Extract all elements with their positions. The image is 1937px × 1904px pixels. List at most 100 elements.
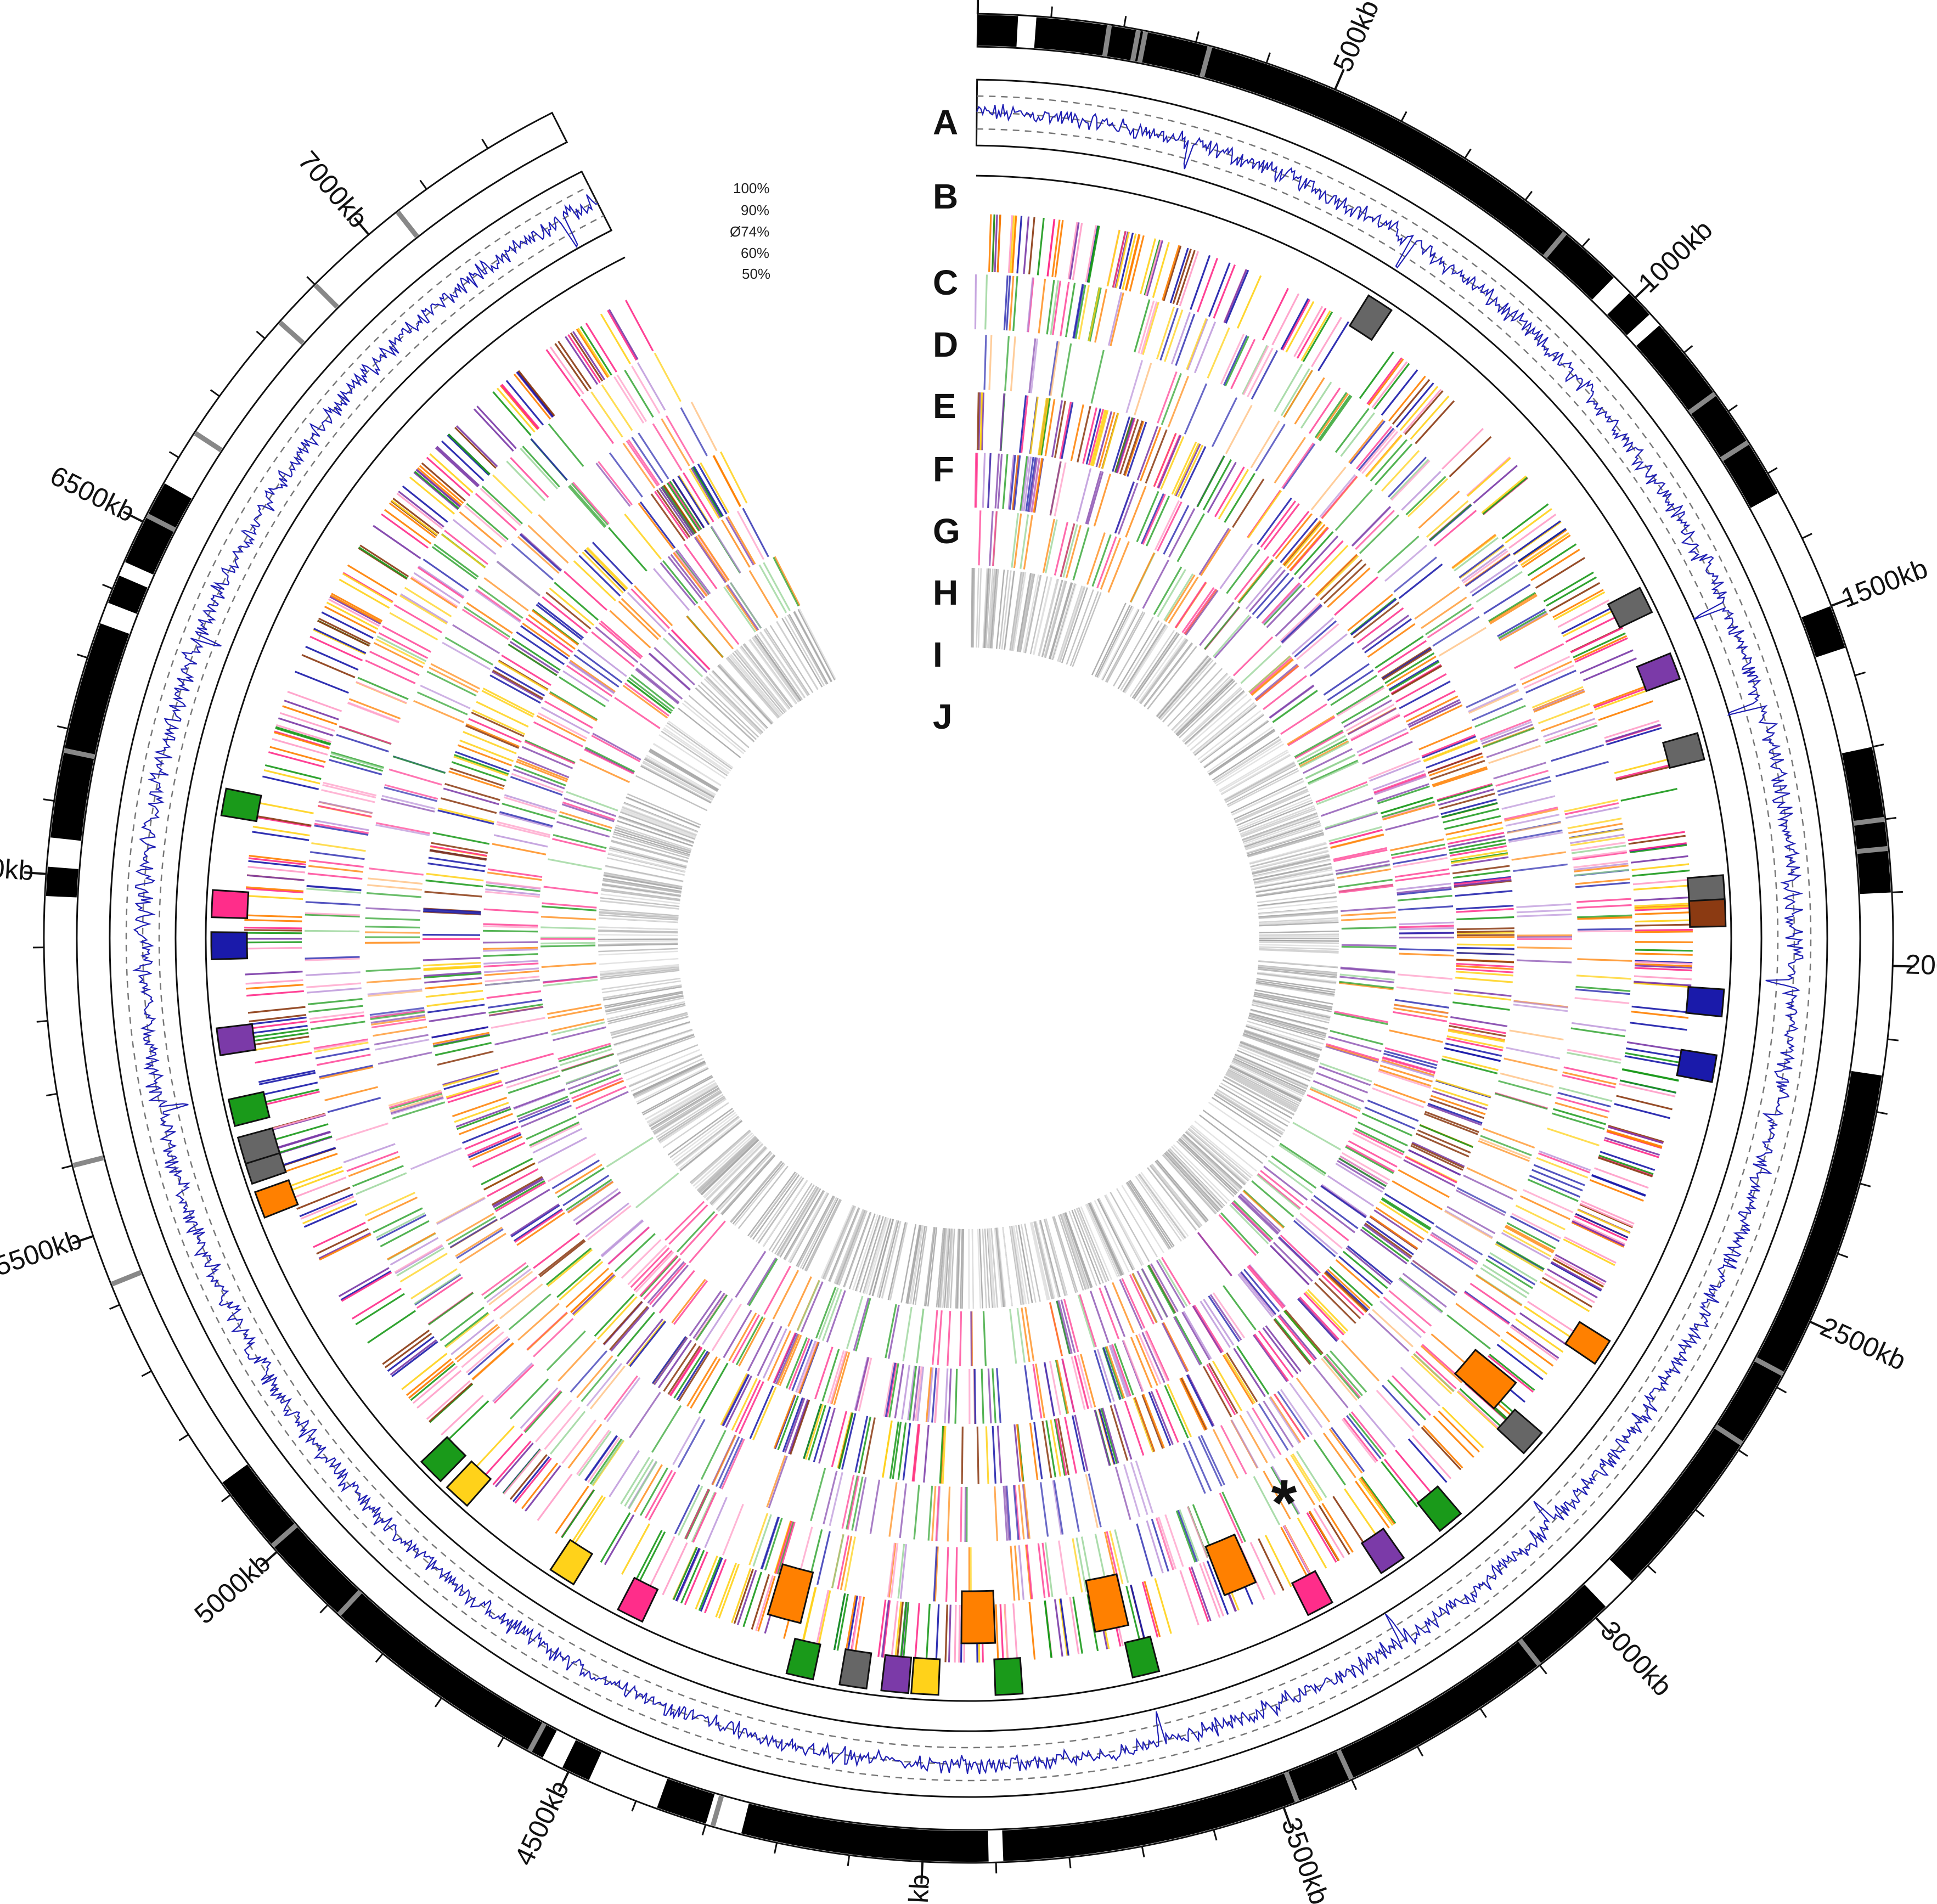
feature-tick: [1246, 1023, 1323, 1049]
feature-tick: [387, 1336, 435, 1372]
contig-boundary: [396, 210, 419, 238]
feature-tick: [1179, 1378, 1206, 1431]
feature-tick: [494, 1443, 534, 1488]
feature-tick: [1564, 799, 1618, 813]
feature-tick: [1233, 1200, 1274, 1240]
feature-tick: [732, 1162, 784, 1225]
feature-tick: [887, 1542, 896, 1598]
feature-tick: [633, 1250, 673, 1291]
feature-tick: [446, 1400, 489, 1442]
feature-tick: [720, 1154, 775, 1215]
feature-tick: [364, 1191, 416, 1216]
feature-tick: [1264, 1535, 1292, 1587]
feature-tick: [756, 634, 803, 700]
feature-tick: [1323, 563, 1367, 604]
feature-tick: [558, 1043, 611, 1060]
feature-tick: [1190, 1125, 1252, 1179]
major-tick: [24, 871, 47, 875]
feature-tick: [987, 453, 992, 508]
feature-tick: [1381, 1384, 1421, 1426]
feature-tick: [1239, 1043, 1314, 1073]
feature-tick: [365, 926, 420, 929]
minor-tick: [1479, 1708, 1487, 1718]
feature-tick: [1257, 497, 1292, 545]
feature-tick: [1156, 1159, 1209, 1221]
feature-tick: [1240, 1040, 1315, 1071]
feature-tick: [1399, 925, 1454, 928]
feature-tick: [1200, 528, 1231, 576]
minor-tick: [1265, 52, 1271, 64]
feature-tick: [1041, 579, 1063, 657]
feature-tick: [600, 893, 680, 904]
feature-tick: [639, 501, 676, 549]
feature-tick: [777, 1187, 819, 1257]
feature-ring-g: [422, 392, 1515, 1484]
feature-tick: [658, 1270, 695, 1314]
feature-tick: [603, 875, 682, 890]
feature-tick: [669, 1109, 735, 1158]
feature-tick: [937, 1228, 946, 1308]
feature-tick: [569, 1073, 621, 1095]
feature-tick: [1157, 371, 1178, 424]
feature-tick: [690, 1358, 721, 1409]
feature-tick: [1019, 573, 1035, 652]
feature-tick: [1397, 886, 1452, 894]
feature-tick: [1097, 1198, 1134, 1271]
feature-tick: [1029, 1422, 1039, 1480]
feature-tick: [1241, 345, 1268, 395]
minor-tick: [61, 1164, 73, 1169]
feature-tick: [448, 433, 491, 475]
feature-tick: [1020, 514, 1029, 569]
feature-tick: [1410, 395, 1450, 440]
feature-tick: [509, 640, 559, 674]
feature-tick: [502, 802, 555, 820]
feature-tick: [1555, 761, 1609, 778]
feature-tick: [1313, 1364, 1349, 1409]
feature-tick: [280, 1147, 336, 1167]
feature-tick: [375, 638, 425, 665]
feature-tick: [1076, 468, 1092, 522]
feature-tick: [521, 1462, 559, 1509]
feature-tick: [738, 1317, 766, 1367]
feature-tick: [1139, 427, 1162, 482]
feature-tick: [1432, 768, 1488, 788]
annotation-block-grey: [1607, 587, 1653, 629]
feature-tick: [1395, 1449, 1433, 1495]
feature-tick: [1442, 427, 1484, 470]
feature-tick: [628, 1054, 702, 1087]
annotation-block-orange: [1085, 1573, 1130, 1633]
feature-tick: [1504, 806, 1558, 820]
feature-tick: [1232, 1059, 1305, 1094]
feature-tick: [1551, 1112, 1605, 1130]
feature-tick: [999, 570, 1009, 650]
feature-tick: [1573, 863, 1629, 871]
feature-tick: [1631, 863, 1690, 871]
feature-tick: [1098, 412, 1116, 468]
feature-tick: [883, 1362, 895, 1417]
feature-tick: [1176, 1140, 1235, 1197]
feature-tick: [773, 1332, 797, 1384]
feature-tick: [742, 1571, 763, 1627]
feature-tick: [531, 609, 579, 646]
feature-tick: [1300, 381, 1332, 429]
feature-tick: [318, 801, 373, 814]
feature-tick: [1284, 521, 1323, 567]
feature-tick: [355, 1172, 407, 1195]
feature-tick: [690, 467, 722, 519]
feature-tick: [1154, 500, 1180, 551]
contig-boundary: [710, 1795, 724, 1827]
feature-tick: [1547, 1127, 1600, 1147]
feature-tick: [640, 765, 712, 804]
feature-tick: [654, 352, 682, 402]
feature-tick: [1341, 916, 1397, 921]
feature-tick: [1106, 1345, 1125, 1399]
feature-tick: [1364, 618, 1412, 654]
feature-tick: [481, 1262, 527, 1296]
feature-tick: [1226, 549, 1260, 594]
feature-tick: [1023, 216, 1030, 274]
feature-tick: [1141, 1394, 1164, 1449]
feature-tick: [1104, 1195, 1143, 1266]
feature-tick: [728, 1312, 757, 1361]
feature-tick: [1253, 866, 1332, 883]
feature-tick: [1362, 741, 1413, 765]
